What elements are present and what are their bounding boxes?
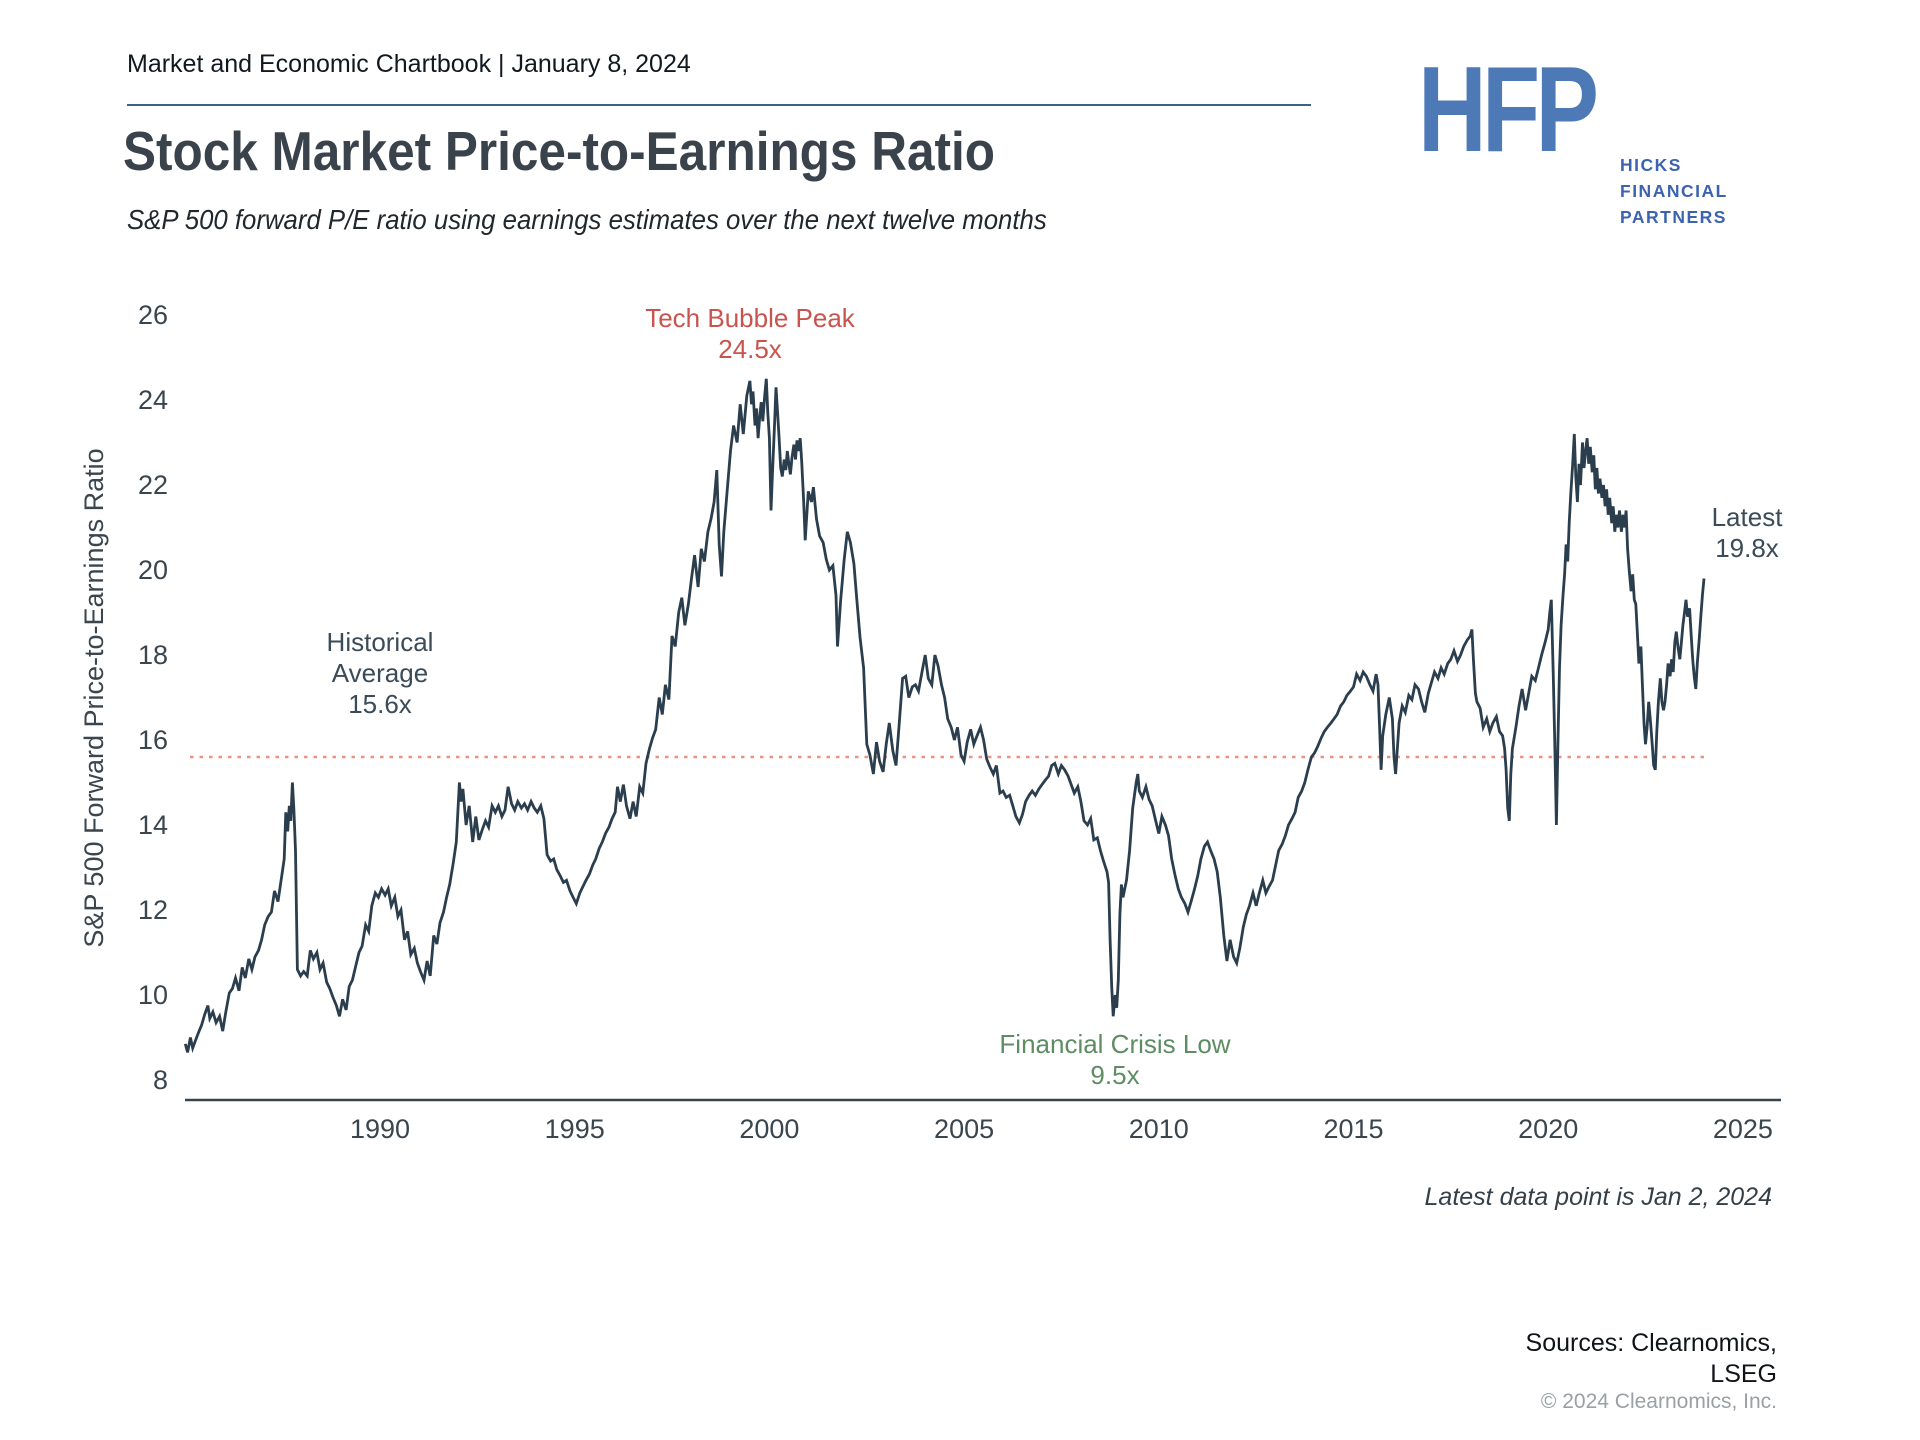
y-tick-label: 22 [138,470,168,500]
x-tick-label: 1990 [350,1114,410,1144]
sources-line-1: Sources: Clearnomics, [1525,1329,1777,1357]
y-tick-label: 24 [138,385,168,415]
hfp-logo-name-line-1: HICKS [1620,155,1682,175]
x-tick-label: 2015 [1323,1114,1383,1144]
hfp-logo-monogram: HFP [1418,41,1599,177]
hfp-logo-name-line-3: PARTNERS [1620,207,1727,227]
pe-ratio-series-line [183,378,1706,1054]
annotation-financial-crisis-low: Financial Crisis Low 9.5x [999,1029,1230,1091]
page-subtitle: S&P 500 forward P/E ratio using earnings… [127,204,1047,235]
x-tick-label: 1995 [545,1114,605,1144]
x-axis-tick-labels: 1990 1995 2000 2005 2010 2015 2020 2025 [350,1114,1773,1144]
header-divider [127,104,1311,106]
annotation-historical-average-label-2: Average [331,658,429,688]
y-tick-label: 16 [138,725,168,755]
annotation-latest: Latest 19.8x [1712,502,1783,564]
hfp-logo: HFP HICKS FINANCIAL PARTNERS [1418,41,1838,227]
copyright-text: © 2024 Clearnomics, Inc. [1540,1390,1777,1413]
y-tick-label: 12 [138,895,168,925]
chartbook-header: Market and Economic Chartbook | January … [127,50,691,78]
hfp-logo-name: HICKS FINANCIAL PARTNERS [1620,152,1728,230]
y-tick-label: 20 [138,555,168,585]
x-tick-label: 2005 [934,1114,994,1144]
sources-line-2: LSEG [1710,1360,1777,1388]
annotation-tech-bubble-peak: Tech Bubble Peak 24.5x [645,303,855,365]
y-tick-label: 8 [153,1065,168,1095]
y-tick-label: 26 [138,300,168,330]
annotation-historical-average-value: 15.6x [348,689,412,719]
annotation-financial-crisis-low-value: 9.5x [1090,1060,1140,1090]
y-axis-title: S&P 500 Forward Price-to-Earnings Ratio [79,448,109,947]
annotation-latest-label: Latest [1711,502,1783,532]
y-axis-tick-labels: 8 10 12 14 16 18 20 22 24 26 [138,300,168,1095]
annotation-historical-average: Historical Average 15.6x [327,627,434,720]
annotation-financial-crisis-low-label: Financial Crisis Low [999,1029,1231,1059]
latest-data-point-note: Latest data point is Jan 2, 2024 [1424,1183,1772,1211]
x-tick-label: 2010 [1129,1114,1189,1144]
sources-text: Sources: Clearnomics, LSEG [1526,1328,1777,1390]
annotation-tech-bubble-peak-label: Tech Bubble Peak [645,303,855,333]
y-tick-label: 14 [138,810,168,840]
y-tick-label: 10 [138,980,168,1010]
hfp-logo-name-line-2: FINANCIAL [1620,181,1728,201]
x-tick-label: 2000 [739,1114,799,1144]
annotation-latest-value: 19.8x [1715,533,1779,563]
annotation-tech-bubble-peak-value: 24.5x [718,334,782,364]
y-tick-label: 18 [138,640,168,670]
x-tick-label: 2025 [1713,1114,1773,1144]
annotation-historical-average-label-1: Historical [326,627,434,657]
page-title: Stock Market Price-to-Earnings Ratio [123,120,995,182]
x-tick-label: 2020 [1518,1114,1578,1144]
